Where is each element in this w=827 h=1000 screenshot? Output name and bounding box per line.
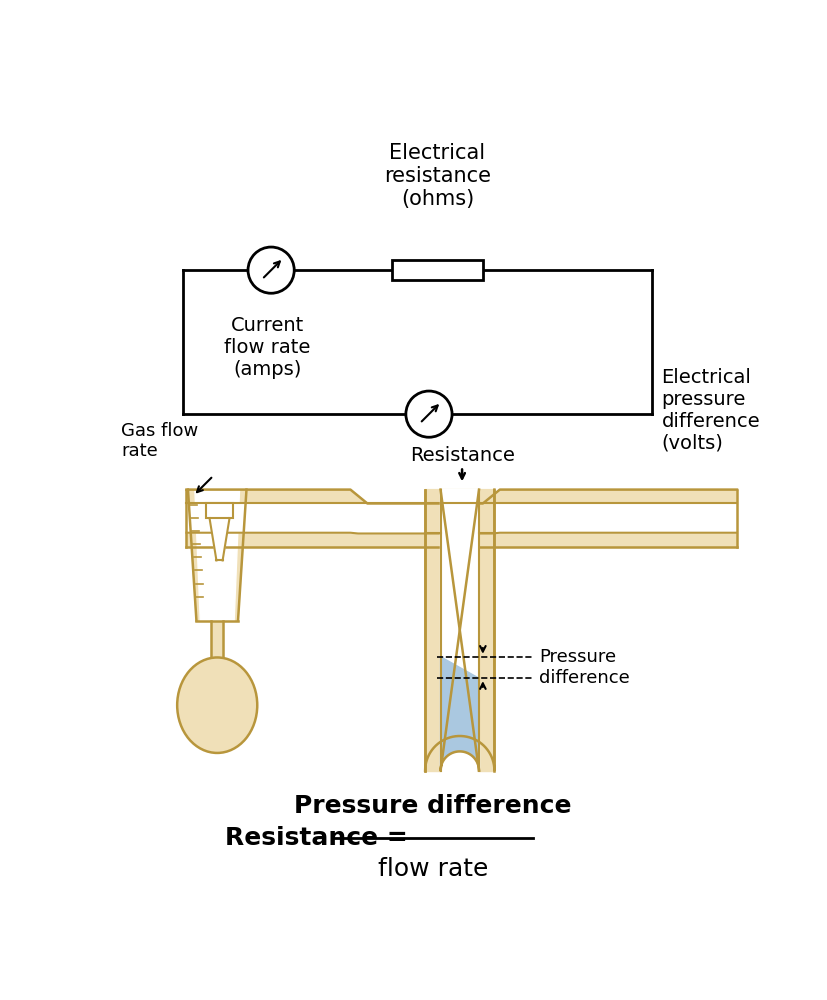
Text: Electrical
pressure
difference
(volts): Electrical pressure difference (volts) xyxy=(661,368,759,453)
Text: Pressure difference: Pressure difference xyxy=(294,794,571,818)
Polygon shape xyxy=(440,490,479,771)
Polygon shape xyxy=(440,657,479,771)
Text: Electrical
resistance
(ohms): Electrical resistance (ohms) xyxy=(384,143,490,210)
Text: Gas flow
rate: Gas flow rate xyxy=(121,422,198,460)
Bar xyxy=(391,260,482,280)
Polygon shape xyxy=(424,490,440,771)
Ellipse shape xyxy=(177,657,257,753)
Polygon shape xyxy=(424,490,494,771)
Polygon shape xyxy=(440,490,479,771)
Polygon shape xyxy=(188,490,246,620)
Polygon shape xyxy=(186,490,736,547)
Text: Pressure
difference: Pressure difference xyxy=(538,648,629,687)
Text: Resistance: Resistance xyxy=(409,446,514,465)
Polygon shape xyxy=(194,490,239,620)
Polygon shape xyxy=(479,490,494,771)
Circle shape xyxy=(248,247,294,293)
Polygon shape xyxy=(211,620,223,657)
Polygon shape xyxy=(186,503,736,533)
Text: Resistance =: Resistance = xyxy=(225,826,416,850)
Text: Current
flow rate
(amps): Current flow rate (amps) xyxy=(224,316,310,379)
Polygon shape xyxy=(209,518,229,560)
Circle shape xyxy=(405,391,452,437)
Bar xyxy=(205,503,233,518)
Text: flow rate: flow rate xyxy=(377,857,487,881)
